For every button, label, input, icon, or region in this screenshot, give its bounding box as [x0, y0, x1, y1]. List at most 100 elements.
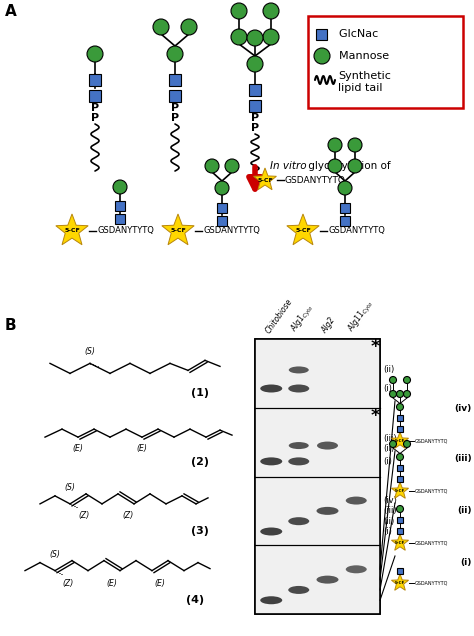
Bar — [255, 339, 380, 614]
Text: GSDANYTYTQ: GSDANYTYTQ — [415, 488, 448, 494]
Bar — [308, 16, 463, 108]
Text: 5-CF: 5-CF — [395, 439, 405, 443]
Ellipse shape — [346, 565, 367, 573]
Circle shape — [348, 159, 362, 173]
Text: glycosylation of: glycosylation of — [305, 161, 391, 171]
Text: (i): (i) — [383, 527, 392, 536]
Text: GSDANYTYTQ: GSDANYTYTQ — [329, 226, 386, 235]
Text: *: * — [370, 338, 380, 356]
Circle shape — [181, 19, 197, 35]
Text: Alg1$_{Cyto}$: Alg1$_{Cyto}$ — [288, 301, 317, 335]
Text: 5-CF: 5-CF — [170, 228, 186, 233]
Text: (Z): (Z) — [122, 511, 134, 520]
Circle shape — [396, 453, 403, 460]
Text: 5-CF: 5-CF — [257, 177, 273, 183]
Text: GSDANYTYTQ: GSDANYTYTQ — [415, 541, 448, 546]
Text: (S): (S) — [64, 483, 75, 492]
Bar — [255, 545, 380, 614]
Text: GSDANYTYTQ: GSDANYTYTQ — [415, 438, 448, 443]
Circle shape — [328, 159, 342, 173]
Text: (E): (E) — [137, 444, 147, 453]
Text: (S): (S) — [84, 347, 95, 356]
Ellipse shape — [260, 457, 282, 466]
Text: 5-CF: 5-CF — [64, 228, 80, 233]
Circle shape — [403, 391, 410, 398]
Text: *: * — [370, 407, 380, 425]
Polygon shape — [392, 534, 409, 550]
Text: (Z): (Z) — [78, 511, 90, 520]
Circle shape — [348, 138, 362, 152]
Bar — [317, 29, 328, 39]
Text: (ii): (ii) — [383, 516, 394, 526]
Circle shape — [215, 181, 229, 195]
Circle shape — [153, 19, 169, 35]
Ellipse shape — [289, 366, 309, 373]
Text: (4): (4) — [186, 595, 204, 605]
Text: (2): (2) — [191, 457, 209, 467]
Text: Mannose: Mannose — [332, 51, 389, 61]
Bar — [255, 408, 380, 476]
Circle shape — [390, 441, 396, 448]
Bar — [169, 74, 181, 86]
Circle shape — [231, 29, 247, 45]
Circle shape — [225, 159, 239, 173]
Circle shape — [87, 46, 103, 62]
Text: (E): (E) — [155, 579, 165, 588]
Bar — [397, 476, 403, 482]
Polygon shape — [392, 574, 409, 590]
Circle shape — [263, 3, 279, 19]
Text: 5-CF: 5-CF — [295, 228, 311, 233]
Ellipse shape — [260, 527, 282, 536]
Bar — [255, 476, 380, 545]
Bar — [115, 214, 125, 224]
Text: Alg2: Alg2 — [320, 316, 337, 335]
Bar — [397, 426, 403, 432]
Text: P: P — [91, 103, 99, 113]
Ellipse shape — [260, 597, 282, 604]
Bar — [397, 568, 403, 574]
Bar — [89, 90, 101, 102]
Ellipse shape — [260, 385, 282, 392]
Text: 5-CF: 5-CF — [395, 541, 405, 545]
Ellipse shape — [289, 442, 309, 449]
Polygon shape — [162, 214, 194, 245]
Bar — [340, 203, 350, 213]
Text: B: B — [5, 318, 17, 333]
Circle shape — [396, 391, 403, 398]
Text: P: P — [251, 113, 259, 123]
Ellipse shape — [288, 457, 309, 466]
Circle shape — [390, 391, 396, 398]
FancyArrowPatch shape — [249, 167, 261, 189]
Text: (3): (3) — [191, 526, 209, 536]
Text: (i): (i) — [461, 558, 472, 567]
Bar — [340, 216, 350, 226]
Text: Alg11$_{Cyto}$: Alg11$_{Cyto}$ — [346, 298, 377, 335]
Bar — [397, 415, 403, 421]
Text: (iii): (iii) — [383, 434, 397, 443]
Text: GlcNac: GlcNac — [332, 29, 378, 39]
Bar — [115, 201, 125, 211]
Text: (ii): (ii) — [383, 445, 394, 453]
Text: Chitobiose: Chitobiose — [264, 297, 294, 335]
Circle shape — [167, 46, 183, 62]
Bar — [397, 528, 403, 534]
Text: GSDANYTYTQ: GSDANYTYTQ — [98, 226, 155, 235]
Text: (iv): (iv) — [455, 403, 472, 413]
Text: 5-CF: 5-CF — [395, 581, 405, 585]
Text: Synthetic: Synthetic — [338, 71, 391, 81]
Text: (ii): (ii) — [457, 506, 472, 515]
Circle shape — [247, 56, 263, 72]
Ellipse shape — [288, 586, 309, 594]
Text: (iii): (iii) — [455, 453, 472, 462]
Text: (i): (i) — [383, 457, 392, 466]
Text: (iv): (iv) — [383, 496, 397, 505]
Bar — [397, 465, 403, 471]
Text: P: P — [171, 113, 179, 123]
Bar — [249, 100, 261, 112]
Text: (1): (1) — [191, 389, 209, 398]
Ellipse shape — [288, 385, 309, 392]
Circle shape — [314, 48, 330, 64]
Text: P: P — [91, 113, 99, 123]
Circle shape — [328, 138, 342, 152]
Text: In vitro: In vitro — [270, 161, 307, 171]
